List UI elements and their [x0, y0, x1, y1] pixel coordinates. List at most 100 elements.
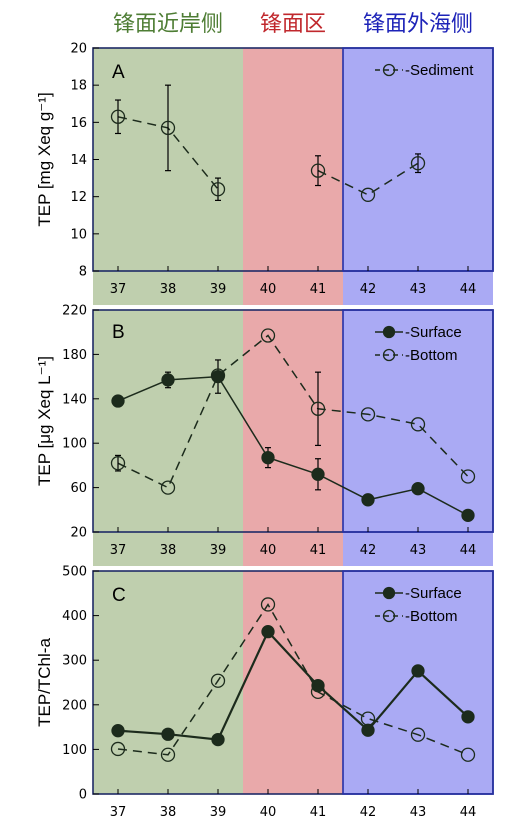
data-point	[110, 456, 126, 471]
x-tick-label: 42	[360, 543, 377, 558]
y-tick-label: 18	[70, 79, 87, 94]
x-tick-label: 38	[160, 805, 177, 820]
data-point	[360, 407, 376, 422]
data-point	[310, 684, 326, 700]
series-line	[117, 603, 469, 756]
y-tick-label: 16	[70, 116, 87, 131]
data-point	[310, 163, 326, 178]
data-point	[360, 711, 376, 726]
y-tick-label: 200	[62, 698, 87, 713]
y-tick-label: 20	[70, 42, 87, 57]
legend-entry-sediment: -Sediment	[375, 62, 474, 79]
series-line	[117, 334, 469, 489]
y-tick-label: 10	[70, 227, 87, 242]
x-tick-label: 38	[160, 282, 177, 297]
panel-letter: C	[112, 585, 126, 606]
zone-band-middle	[243, 310, 343, 566]
y-tick-label: 8	[79, 265, 87, 280]
x-tick-label: 41	[310, 805, 327, 820]
legend-label: -Sediment	[405, 62, 474, 79]
data-point	[461, 508, 475, 522]
data-point	[410, 156, 426, 171]
zone-title-right: 锋面外海侧	[363, 12, 473, 37]
legend-label: -Surface	[405, 585, 462, 602]
x-tick-label: 40	[260, 805, 277, 820]
data-point	[411, 482, 425, 496]
data-point	[161, 727, 175, 741]
y-tick-label: 60	[70, 481, 87, 496]
y-tick-label: 0	[79, 788, 87, 803]
data-point	[361, 723, 375, 737]
legend-marker	[382, 63, 396, 77]
data-point	[210, 673, 226, 688]
x-tick-label: 44	[460, 282, 477, 297]
data-point	[260, 328, 276, 343]
data-point	[161, 373, 175, 387]
y-tick-label: 180	[62, 348, 87, 363]
zone-title-middle: 锋面区	[260, 12, 326, 37]
data-point	[160, 747, 176, 762]
x-tick-label: 42	[360, 805, 377, 820]
zone-band-left	[93, 571, 243, 794]
data-point	[210, 368, 226, 383]
zone-band-right	[343, 48, 493, 305]
legend-label: -Surface	[405, 324, 462, 341]
series-bottom	[110, 328, 476, 495]
data-point	[460, 747, 476, 762]
data-point	[110, 109, 126, 124]
data-point	[160, 480, 176, 495]
x-tick-label: 37	[110, 282, 127, 297]
y-tick-label: 12	[70, 190, 87, 205]
data-point	[361, 493, 375, 507]
data-point	[260, 597, 276, 612]
data-point	[211, 732, 225, 747]
x-tick-label: 38	[160, 543, 177, 558]
x-tick-label: 41	[310, 543, 327, 558]
data-point	[261, 625, 275, 639]
data-point	[111, 394, 125, 408]
zone-band-right	[343, 571, 493, 794]
legend-entry-surface: -Surface	[375, 324, 462, 341]
y-tick-label: 100	[62, 437, 87, 452]
series-surface	[111, 359, 475, 522]
series-line	[117, 629, 469, 741]
x-tick-label: 37	[110, 543, 127, 558]
data-point	[461, 710, 475, 724]
series-line	[117, 375, 469, 517]
data-point	[410, 417, 426, 432]
x-tick-label: 40	[260, 282, 277, 297]
x-tick-label: 37	[110, 805, 127, 820]
panel-A: 8 10 12 14 16 18 20 37 38 39 40 41 42 43 44 TEP [mg Xeq…	[35, 42, 494, 305]
zone-band-right	[343, 310, 493, 566]
y-axis-label: TEP/TChl-a	[35, 638, 54, 727]
data-point	[111, 724, 125, 738]
x-tick-label: 43	[410, 543, 427, 558]
zone-band-left	[93, 310, 243, 566]
x-tick-label: 42	[360, 282, 377, 297]
panel-B: 20 60 100 140 180 220 37 38 39 40 41 42 43 44 TEP [μg …	[35, 304, 494, 566]
x-tick-label: 43	[410, 282, 427, 297]
y-tick-label: 400	[62, 609, 87, 624]
data-point	[360, 187, 376, 202]
x-tick-label: 39	[210, 282, 227, 297]
data-point	[411, 664, 425, 678]
x-tick-label: 39	[210, 805, 227, 820]
data-point	[160, 120, 176, 136]
legend-entry-bottom: -Bottom	[375, 608, 458, 625]
y-tick-label: 140	[62, 392, 87, 407]
data-point	[261, 450, 275, 465]
zone-title-left: 锋面近岸侧	[113, 12, 223, 37]
data-point	[110, 741, 126, 757]
legend-entry-bottom: -Bottom	[375, 347, 458, 364]
data-point	[210, 182, 226, 197]
y-tick-label: 20	[70, 526, 87, 541]
zone-band-middle	[243, 571, 343, 794]
legend-marker	[382, 325, 396, 339]
legend-entry-surface: -Surface	[375, 585, 462, 602]
data-point	[310, 401, 326, 416]
y-tick-label: 14	[70, 153, 87, 168]
x-tick-label: 43	[410, 805, 427, 820]
panel-letter: A	[112, 62, 125, 83]
legend-marker	[382, 348, 396, 362]
